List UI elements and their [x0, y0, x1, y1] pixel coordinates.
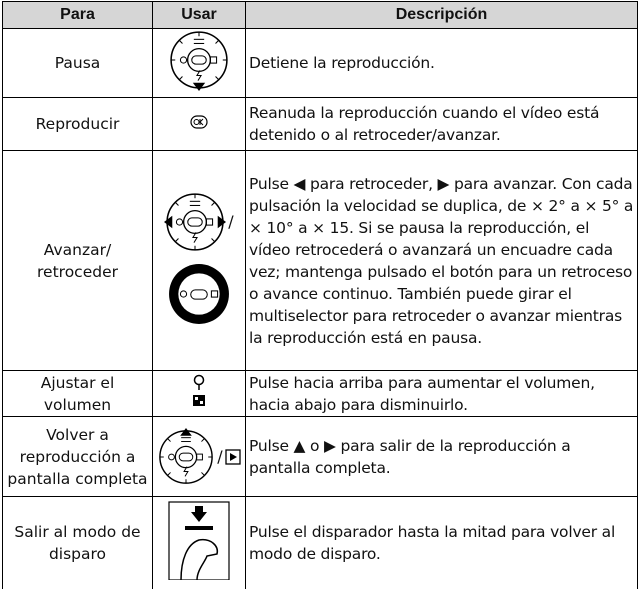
usar-cell	[152, 97, 246, 151]
desc-cell: Pulse ◀ para retroceder, ▶ para avanzar.…	[245, 150, 638, 371]
header-cell: Descripción	[245, 1, 638, 29]
usar-cell: /	[152, 150, 246, 371]
desc-cell: Pulse el disparador hasta la mitad para …	[245, 496, 638, 589]
para-cell: Reproducir	[2, 97, 153, 151]
multi-selector-icon	[164, 192, 227, 251]
ok-icon	[190, 115, 208, 129]
playback-icon	[225, 448, 241, 465]
row: Ajustar el volumen Pulse hacia arriba pa…	[2, 370, 638, 417]
icon-group: /	[153, 427, 245, 486]
separator: /	[217, 446, 223, 466]
desc-cell: Reanuda la reproducción cuando el vídeo …	[245, 97, 638, 151]
row: Salir al modo de disparo Pulse el dispar…	[2, 496, 638, 589]
separator: /	[228, 211, 234, 231]
header-row: Para Usar Descripción	[2, 1, 638, 29]
desc-cell: Pulse hacia arriba para aumentar el volu…	[245, 370, 638, 417]
icon-group: /	[153, 191, 245, 253]
row: Avanzar/ retroceder / Pulse ◀ para retro…	[2, 150, 638, 371]
zoom-icons	[193, 374, 205, 406]
command-dial-icon	[169, 263, 229, 324]
para-cell: Volver a reproducción a pantalla complet…	[2, 416, 153, 497]
usar-cell: /	[152, 416, 246, 497]
usar-cell	[152, 28, 246, 98]
shutter-icon	[168, 501, 230, 581]
para-cell: Salir al modo de disparo	[2, 496, 153, 589]
para-cell: Avanzar/ retroceder	[2, 150, 153, 371]
para-cell: Pausa	[2, 28, 153, 98]
desc-cell: Detiene la reproducción.	[245, 28, 638, 98]
row: Volver a reproducción a pantalla complet…	[2, 416, 638, 497]
desc-cell: Pulse ▲ o ▶ para salir de la reproducció…	[245, 416, 638, 497]
usar-cell	[152, 496, 246, 589]
row: Pausa Detiene la reproducción.	[2, 28, 638, 98]
para-cell: Ajustar el volumen	[2, 370, 153, 417]
header-cell: Usar	[152, 1, 246, 29]
header-cell: Para	[2, 1, 153, 29]
usar-cell	[152, 370, 246, 417]
multi-selector-icon	[170, 31, 228, 91]
multi-selector-icon	[159, 427, 214, 484]
row: Reproducir Reanuda la reproducción cuand…	[2, 97, 638, 151]
